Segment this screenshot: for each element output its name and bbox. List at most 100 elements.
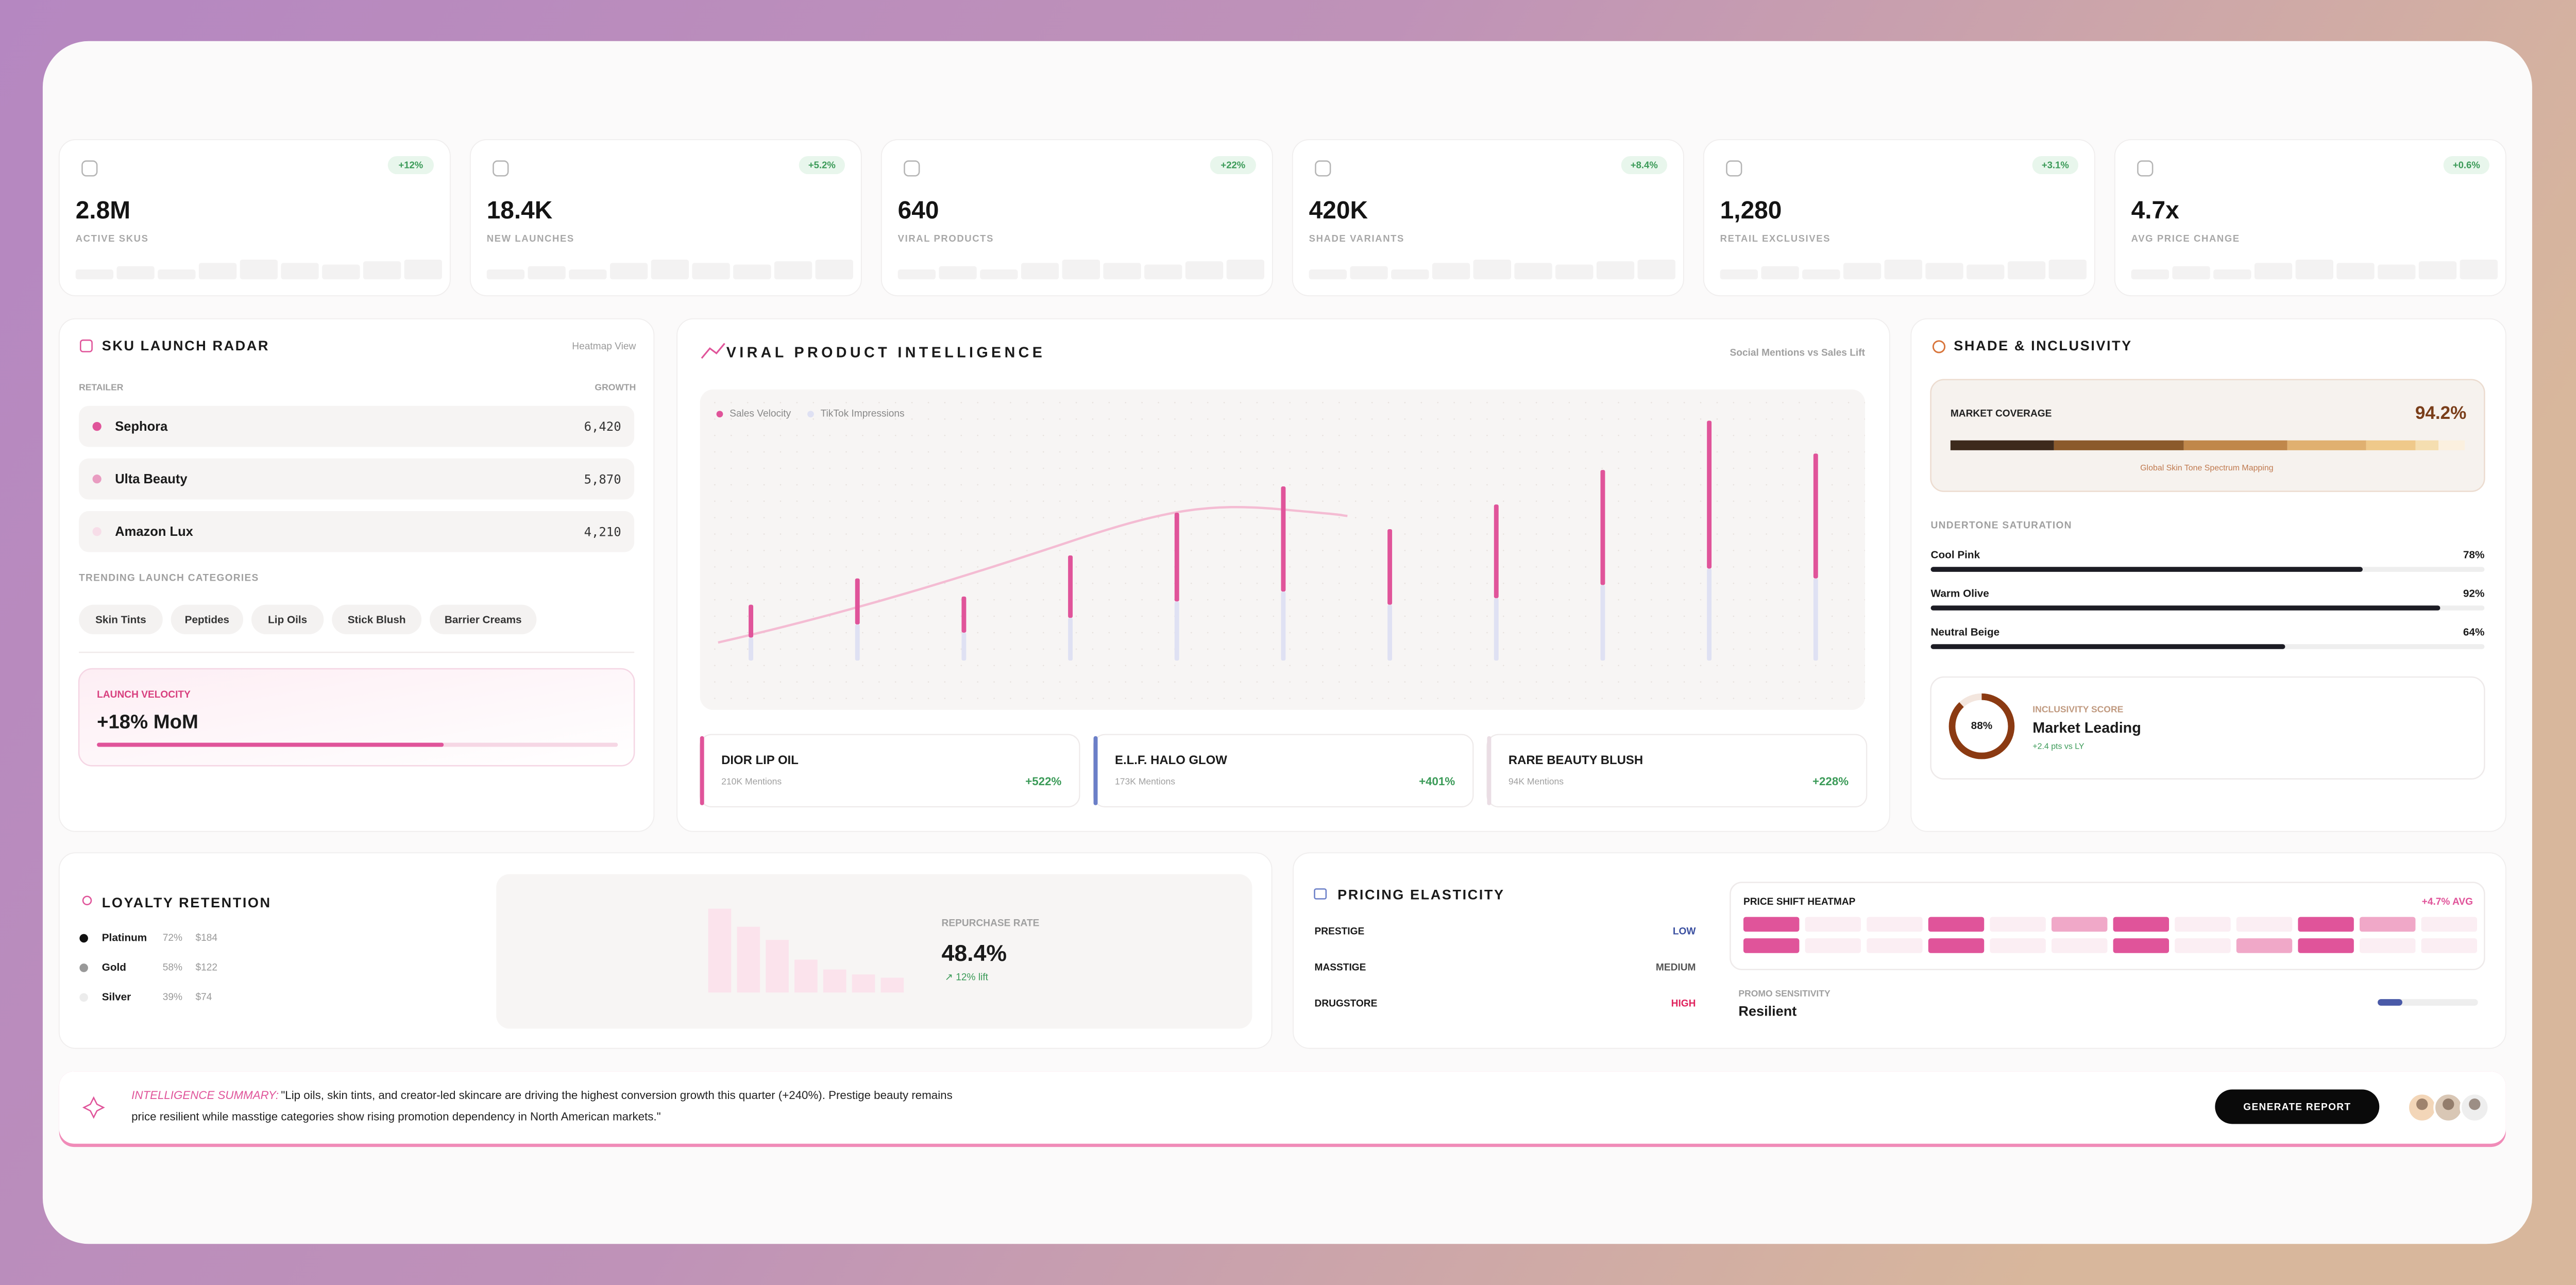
bar-segment xyxy=(1387,529,1393,605)
segment-name: DRUGSTORE xyxy=(1315,999,1378,1009)
product-accent xyxy=(1093,736,1098,805)
avatar-head xyxy=(2469,1098,2481,1110)
bar-segment xyxy=(1387,604,1393,661)
coverage-label: MARKET COVERAGE xyxy=(1951,409,2052,419)
summary-bar xyxy=(59,1071,2506,1144)
heatmap-avg: +4.7% AVG xyxy=(2422,897,2473,907)
product-change: +228% xyxy=(1812,775,1849,788)
heatmap-cell xyxy=(2113,917,2170,932)
view-label: Heatmap View xyxy=(572,341,636,352)
report-button-label[interactable]: GENERATE REPORT xyxy=(2243,1102,2351,1113)
sparkline-bar xyxy=(116,266,155,280)
segment-level: LOW xyxy=(1673,926,1697,937)
sparkline-bar xyxy=(609,263,648,280)
heatmap-cell xyxy=(2113,938,2170,953)
sparkline-bar xyxy=(774,261,812,280)
retailer-row xyxy=(79,458,635,500)
heatmap-cell xyxy=(1867,938,1923,953)
heatmap-cell xyxy=(2421,938,2478,953)
section-label: TRENDING LAUNCH CATEGORIES xyxy=(79,573,259,584)
retailer-dot xyxy=(92,527,101,536)
sparkline-bar xyxy=(692,263,730,280)
panel-title: LOYALTY RETENTION xyxy=(102,894,272,910)
repurchase-bar xyxy=(708,908,732,993)
icon xyxy=(1314,888,1327,900)
card xyxy=(2114,139,2506,297)
heatmap-title: PRICE SHIFT HEATMAP xyxy=(1743,897,1856,907)
retailer-row xyxy=(79,405,635,447)
kpi-change: +22% xyxy=(1221,159,1245,170)
bar-segment xyxy=(1600,585,1605,661)
sparkline-bar xyxy=(651,259,689,280)
tier-amount: $74 xyxy=(196,992,212,1003)
bar-segment xyxy=(1281,486,1286,592)
product-accent xyxy=(700,736,704,805)
repurchase-bar xyxy=(823,969,846,993)
sparkline-bar xyxy=(980,269,1018,280)
sparkline-bar xyxy=(363,261,401,280)
undertone-bar xyxy=(1930,567,2363,572)
retailer-value: 5,870 xyxy=(584,472,621,486)
undertone-value: 64% xyxy=(2463,626,2484,638)
sparkline-bar xyxy=(322,264,360,280)
score-box xyxy=(1930,676,2485,780)
summary-text: "Lip oils, skin tints, and creator-led s… xyxy=(281,1089,952,1102)
progress-fill xyxy=(97,742,444,747)
card xyxy=(58,139,451,297)
sparkline-bar xyxy=(528,266,566,280)
legend-label: Sales Velocity xyxy=(730,409,791,419)
promo-track xyxy=(2378,999,2478,1006)
heatmap-cell xyxy=(2236,917,2293,932)
heatmap-cell xyxy=(1743,917,1800,932)
heatmap-cell xyxy=(1867,917,1923,932)
bar-segment xyxy=(1600,470,1605,585)
tier-dot xyxy=(79,963,88,972)
kpi-value: 4.7x xyxy=(2131,197,2179,224)
tier-dot xyxy=(79,934,88,943)
heatmap-cell xyxy=(1805,938,1861,953)
sparkline-bar xyxy=(815,259,853,280)
col-header: GROWTH xyxy=(595,382,636,392)
repurchase-bar xyxy=(852,974,875,993)
coverage-box xyxy=(1930,379,2485,492)
retailer-name: Sephora xyxy=(115,419,168,434)
undertone-value: 92% xyxy=(2463,587,2484,599)
icon xyxy=(80,339,93,352)
spectrum-segment xyxy=(2287,440,2366,450)
sparkline-bar xyxy=(2213,269,2251,280)
kpi-icon xyxy=(81,160,98,177)
spectrum-segment xyxy=(2054,440,2184,450)
kpi-value: 2.8M xyxy=(76,197,130,224)
bar-segment xyxy=(1707,420,1712,569)
report-button[interactable] xyxy=(2215,1089,2380,1124)
sparkline-bar xyxy=(1103,263,1141,280)
bar-segment xyxy=(1068,555,1073,618)
sparkline-bar xyxy=(1062,259,1100,280)
product-change: +522% xyxy=(1025,775,1061,788)
score-ring xyxy=(1948,693,2015,759)
product-mentions: 210K Mentions xyxy=(721,776,782,787)
change-badge xyxy=(387,156,434,175)
sparkline-bar xyxy=(198,263,237,280)
icon xyxy=(82,895,92,905)
undertone-value: 78% xyxy=(2463,549,2484,561)
sparkline-bar xyxy=(1514,263,1552,280)
card xyxy=(1703,139,2095,297)
repurchase-box xyxy=(496,874,1252,1029)
kpi-value: 640 xyxy=(898,197,939,224)
sparkline-bar xyxy=(2378,264,2416,280)
tier-pct: 58% xyxy=(163,962,182,973)
product-mentions: 94K Mentions xyxy=(1509,776,1564,787)
velocity-box xyxy=(78,668,635,767)
velocity-label: LAUNCH VELOCITY xyxy=(97,689,191,700)
card xyxy=(469,139,862,297)
summary-text: price resilient while masstige categorie… xyxy=(131,1110,660,1123)
sparkline-bar xyxy=(240,259,278,280)
kpi-change: +12% xyxy=(398,159,423,170)
tier-pct: 72% xyxy=(163,933,182,943)
sparkline-bar xyxy=(486,269,525,280)
segment-name: PRESTIGE xyxy=(1315,926,1365,937)
panel-title: SKU LAUNCH RADAR xyxy=(102,337,269,353)
repurchase-value: 48.4% xyxy=(942,941,1007,966)
product-accent xyxy=(1487,736,1492,805)
